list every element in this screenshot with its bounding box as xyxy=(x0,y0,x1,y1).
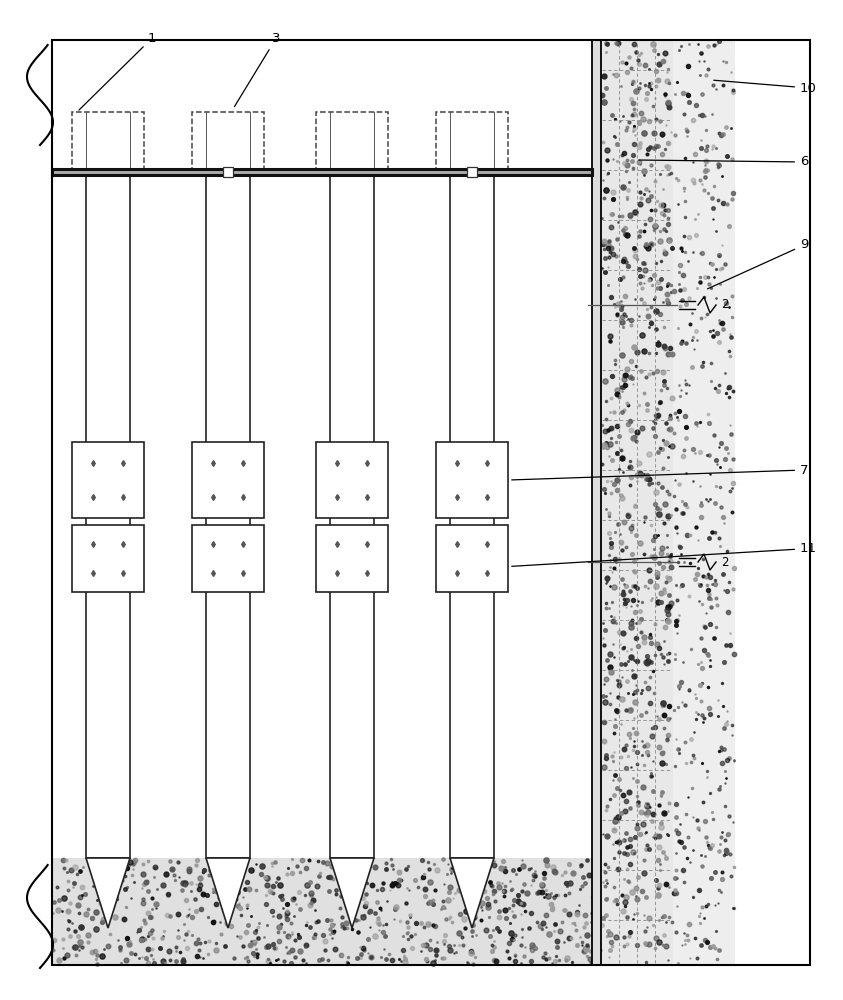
Bar xyxy=(316,442,388,518)
Text: 7: 7 xyxy=(512,464,808,480)
Bar xyxy=(86,172,130,858)
Polygon shape xyxy=(86,858,130,928)
Text: 10: 10 xyxy=(714,80,817,95)
Bar xyxy=(436,525,508,592)
Bar xyxy=(316,112,388,172)
Text: 3: 3 xyxy=(234,32,281,107)
Bar xyxy=(192,525,264,592)
Text: 9: 9 xyxy=(707,238,808,289)
Bar xyxy=(316,525,388,592)
Bar xyxy=(330,172,374,858)
Polygon shape xyxy=(330,858,374,928)
Bar xyxy=(592,40,601,965)
Bar xyxy=(450,172,494,858)
Bar xyxy=(72,525,144,592)
Bar xyxy=(436,442,508,518)
Bar xyxy=(72,442,144,518)
Bar xyxy=(601,40,673,965)
Bar xyxy=(52,169,592,175)
Text: 6: 6 xyxy=(639,155,808,168)
Bar xyxy=(192,112,264,172)
Bar xyxy=(52,858,601,965)
Text: 11: 11 xyxy=(512,542,817,566)
Polygon shape xyxy=(206,858,250,928)
Bar xyxy=(52,40,810,965)
Bar xyxy=(436,112,508,172)
Polygon shape xyxy=(450,858,494,928)
Text: 1: 1 xyxy=(79,32,157,110)
Bar xyxy=(223,167,233,177)
Bar xyxy=(72,112,144,172)
Text: 2: 2 xyxy=(721,556,728,568)
Bar xyxy=(206,172,250,858)
Bar xyxy=(192,442,264,518)
Bar xyxy=(52,40,810,965)
Text: 2: 2 xyxy=(721,298,728,312)
Bar xyxy=(673,40,735,965)
Bar xyxy=(467,167,477,177)
